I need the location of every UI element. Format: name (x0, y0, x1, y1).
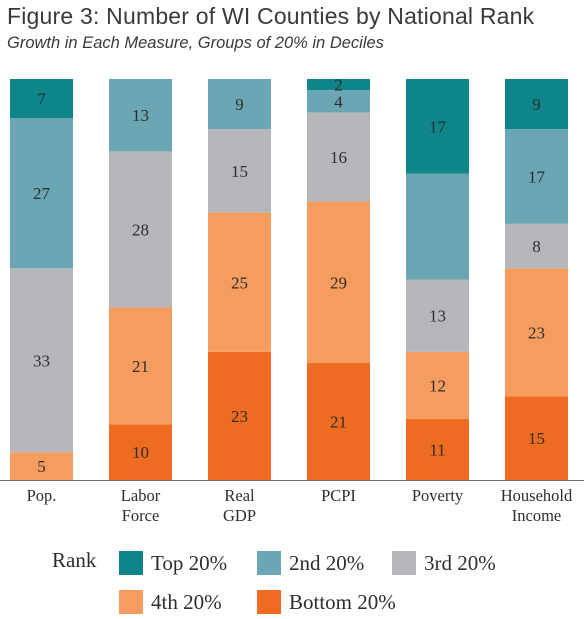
data-label-pcpi-2nd-20: 4 (334, 92, 343, 111)
legend-swatch-2nd-20 (257, 551, 281, 575)
data-label-labor-force-3rd-20: 28 (132, 220, 149, 239)
bar-segment-pop-2nd-20 (10, 117, 73, 269)
legend-swatch-3rd-20 (392, 551, 416, 575)
data-label-pop-top-20: 7 (37, 89, 46, 108)
data-label-poverty-bottom-20: 11 (429, 440, 445, 459)
bar-segment-household-income-2nd-20 (505, 129, 568, 224)
data-label-pcpi-bottom-20: 21 (330, 413, 347, 432)
bar-segment-pcpi-3rd-20 (307, 112, 370, 202)
bar-segment-household-income-3rd-20 (505, 223, 568, 269)
legend-item-2nd-20: 2nd 20% (257, 550, 364, 576)
data-label-household-income-top-20: 9 (532, 95, 541, 114)
category-label-labor-force-line-1: Labor (121, 486, 161, 505)
bar-segment-poverty-top-20 (406, 79, 469, 174)
legend-item-3rd-20: 3rd 20% (392, 550, 496, 576)
chart-subtitle: Growth in Each Measure, Groups of 20% in… (7, 34, 384, 52)
legend-item-bottom-20: Bottom 20% (257, 589, 396, 615)
data-label-real-gdp-3rd-20: 15 (231, 162, 248, 181)
data-label-poverty-3rd-20: 13 (429, 307, 446, 326)
data-label-poverty-4th-20: 12 (429, 376, 446, 395)
chart-title: Figure 3: Number of WI Counties by Natio… (7, 3, 535, 29)
bar-segment-household-income-4th-20 (505, 268, 568, 397)
bar-segment-pop-top-20 (10, 79, 73, 118)
bar-segment-real-gdp-4th-20 (208, 212, 271, 352)
data-label-household-income-4th-20: 23 (528, 323, 545, 342)
legend: Rank Top 20% 2nd 20% 3rd 20% 4th 20% Bot… (0, 545, 584, 619)
data-label-labor-force-4th-20: 21 (132, 357, 149, 376)
legend-item-4th-20: 4th 20% (119, 589, 222, 615)
legend-swatch-bottom-20 (257, 590, 281, 614)
legend-title: Rank (52, 548, 97, 572)
legend-label-2nd-20: 2nd 20% (289, 550, 365, 575)
data-label-pcpi-3rd-20: 16 (330, 148, 347, 167)
data-label-pop-2nd-20: 27 (33, 184, 51, 203)
legend-swatch-top-20 (119, 551, 143, 575)
bar-segment-pop-4th-20 (10, 452, 73, 480)
bar-segment-poverty-4th-20 (406, 351, 469, 419)
data-label-pop-3rd-20: 33 (33, 351, 50, 370)
bar-segment-poverty-2nd-20 (406, 173, 469, 280)
bar-segment-pop-3rd-20 (10, 268, 73, 453)
data-label-real-gdp-bottom-20: 23 (231, 407, 248, 426)
legend-label-bottom-20: Bottom 20% (289, 589, 396, 614)
bar-segment-labor-force-3rd-20 (109, 151, 172, 308)
data-label-poverty-top-20: 17 (429, 117, 447, 136)
bar-segment-pcpi-4th-20 (307, 201, 370, 364)
bar-segment-labor-force-4th-20 (109, 307, 172, 425)
category-label-pcpi: PCPI (321, 486, 356, 505)
category-label-poverty: Poverty (412, 486, 464, 505)
category-label-labor-force-line-2: Force (122, 506, 160, 525)
category-label-real-gdp-line-1: Real (224, 486, 255, 505)
category-label-household-income-line-2: Income (512, 506, 561, 525)
bar-segment-real-gdp-3rd-20 (208, 129, 271, 213)
bar-segment-labor-force-2nd-20 (109, 79, 172, 152)
bar-segment-pcpi-top-20 (307, 79, 370, 91)
legend-item-top-20: Top 20% (119, 550, 227, 576)
category-label-real-gdp-line-2: GDP (223, 506, 256, 525)
data-label-pcpi-4th-20: 29 (330, 273, 347, 292)
bar-segment-household-income-bottom-20 (505, 396, 568, 480)
bar-segment-real-gdp-bottom-20 (208, 351, 271, 480)
bar-segment-pcpi-bottom-20 (307, 363, 370, 480)
data-label-real-gdp-4th-20: 25 (231, 273, 248, 292)
bar-segment-poverty-bottom-20 (406, 418, 469, 480)
stacked-bar-chart: 533277Pop.10212813LaborForce2325159RealG… (0, 76, 584, 525)
bar-segment-labor-force-bottom-20 (109, 424, 172, 480)
bar-segment-household-income-top-20 (505, 79, 568, 130)
data-label-real-gdp-2nd-20: 9 (235, 95, 244, 114)
data-label-household-income-2nd-20: 17 (528, 167, 546, 186)
data-label-household-income-3rd-20: 8 (532, 237, 541, 256)
bar-segment-pcpi-2nd-20 (307, 90, 370, 113)
legend-swatch-4th-20 (119, 590, 143, 614)
data-label-household-income-bottom-20: 15 (528, 429, 545, 448)
category-label-pop: Pop. (27, 486, 57, 505)
legend-label-3rd-20: 3rd 20% (424, 550, 496, 575)
bar-segment-real-gdp-2nd-20 (208, 79, 271, 130)
data-label-labor-force-bottom-20: 10 (132, 443, 149, 462)
data-label-labor-force-2nd-20: 13 (132, 106, 149, 125)
legend-label-top-20: Top 20% (151, 550, 228, 575)
legend-label-4th-20: 4th 20% (151, 589, 222, 614)
data-label-pop-4th-20: 5 (37, 457, 46, 476)
bar-segment-poverty-3rd-20 (406, 279, 469, 352)
data-label-pcpi-top-20: 2 (334, 76, 343, 95)
category-label-household-income-line-1: Household (501, 486, 573, 505)
